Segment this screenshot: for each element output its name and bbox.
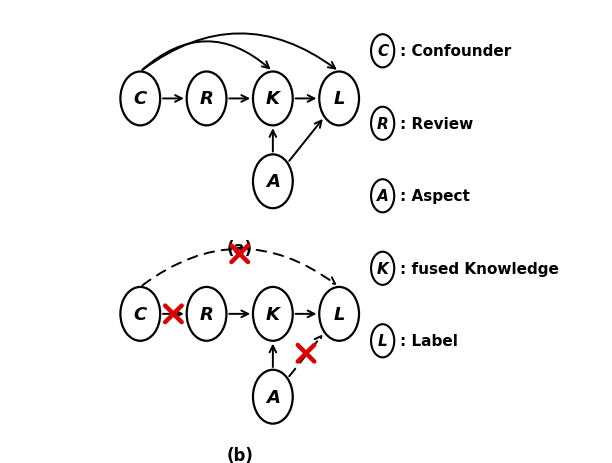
- Text: (b): (b): [226, 446, 253, 463]
- Ellipse shape: [253, 155, 293, 209]
- Ellipse shape: [319, 72, 359, 126]
- Ellipse shape: [253, 288, 293, 341]
- Ellipse shape: [187, 288, 226, 341]
- Text: L: L: [334, 305, 345, 323]
- Ellipse shape: [371, 325, 394, 357]
- Ellipse shape: [121, 72, 160, 126]
- Ellipse shape: [371, 107, 394, 141]
- Ellipse shape: [319, 288, 359, 341]
- Text: : Label: : Label: [400, 333, 458, 349]
- Ellipse shape: [371, 180, 394, 213]
- Text: A: A: [377, 189, 389, 204]
- Ellipse shape: [253, 370, 293, 424]
- Ellipse shape: [121, 288, 160, 341]
- Text: : Confounder: : Confounder: [400, 44, 512, 59]
- Text: K: K: [266, 90, 280, 108]
- Text: K: K: [266, 305, 280, 323]
- Text: L: L: [378, 333, 387, 349]
- Text: R: R: [377, 117, 389, 131]
- Text: C: C: [133, 90, 147, 108]
- Text: K: K: [377, 261, 389, 276]
- Text: : Review: : Review: [400, 117, 474, 131]
- Ellipse shape: [371, 35, 394, 68]
- Text: A: A: [266, 388, 280, 406]
- Text: : Aspect: : Aspect: [400, 189, 471, 204]
- Text: L: L: [334, 90, 345, 108]
- Text: C: C: [377, 44, 388, 59]
- Text: A: A: [266, 173, 280, 191]
- Text: : fused Knowledge: : fused Knowledge: [400, 261, 559, 276]
- Text: (a): (a): [226, 239, 253, 257]
- Ellipse shape: [187, 72, 226, 126]
- Text: R: R: [200, 305, 214, 323]
- Text: R: R: [200, 90, 214, 108]
- Ellipse shape: [253, 72, 293, 126]
- Text: C: C: [133, 305, 147, 323]
- Ellipse shape: [371, 252, 394, 285]
